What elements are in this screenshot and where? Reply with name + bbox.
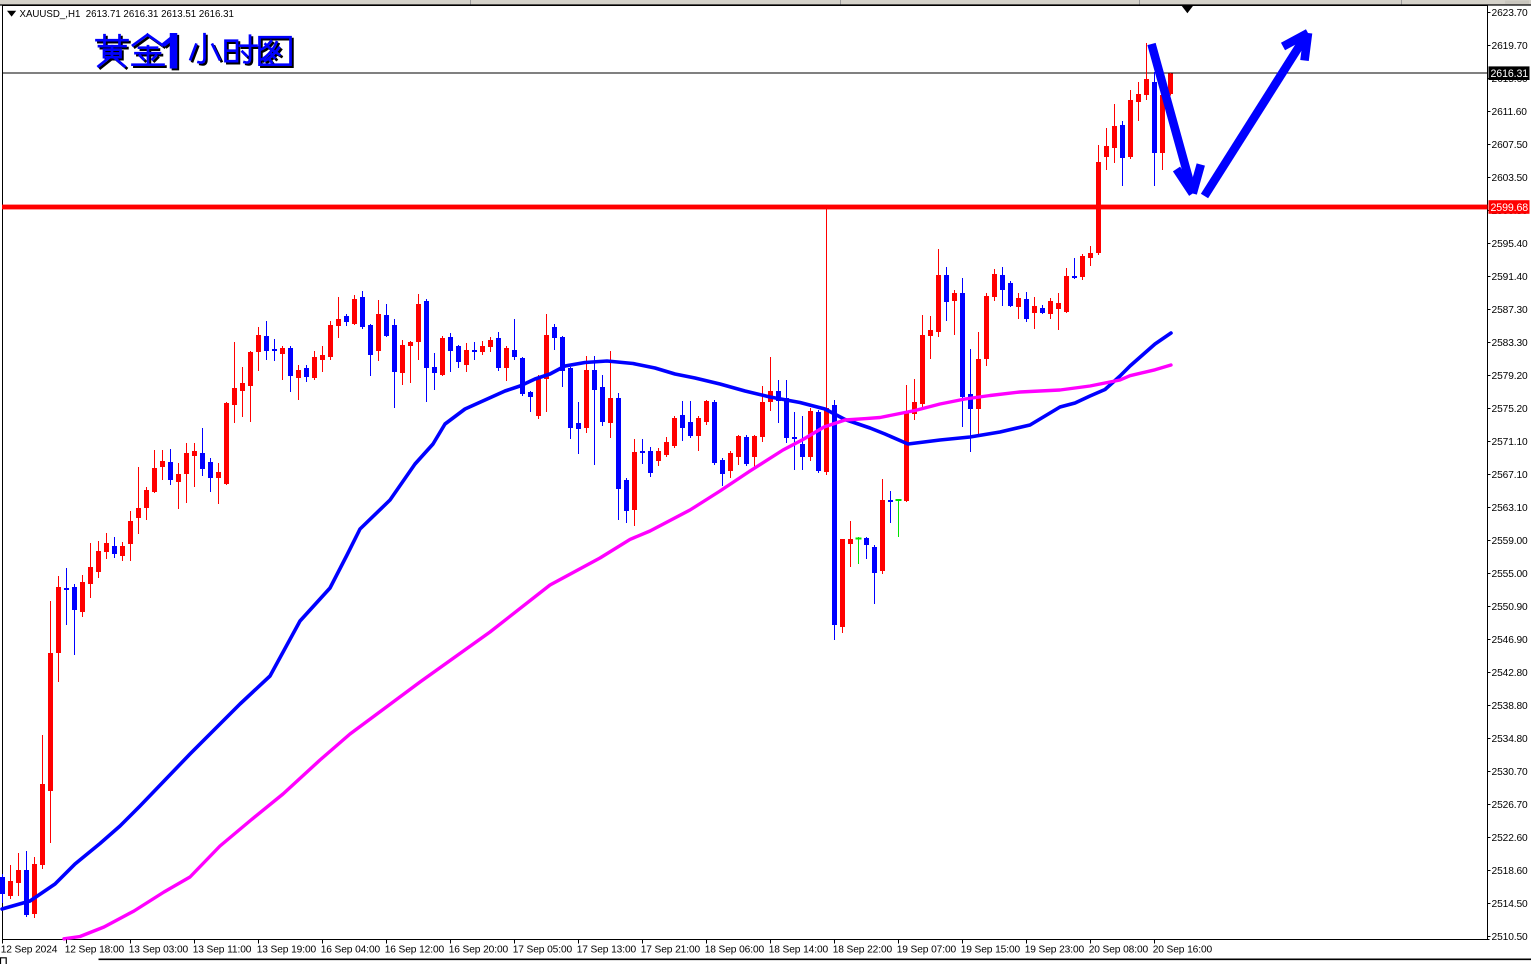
svg-text:2571.10: 2571.10: [1492, 437, 1529, 448]
svg-text:13 Sep 19:00: 13 Sep 19:00: [257, 945, 317, 956]
svg-text:2623.70: 2623.70: [1492, 8, 1529, 19]
svg-text:17 Sep 05:00: 17 Sep 05:00: [513, 945, 573, 956]
svg-text:20 Sep 16:00: 20 Sep 16:00: [1153, 945, 1213, 956]
svg-text:2510.50: 2510.50: [1492, 932, 1529, 943]
svg-text:2518.60: 2518.60: [1492, 866, 1529, 877]
svg-text:19 Sep 23:00: 19 Sep 23:00: [1025, 945, 1085, 956]
svg-text:2619.70: 2619.70: [1492, 41, 1529, 52]
svg-text:2559.00: 2559.00: [1492, 536, 1529, 547]
svg-text:2579.20: 2579.20: [1492, 371, 1529, 382]
svg-text:2611.60: 2611.60: [1492, 107, 1528, 118]
svg-text:2616.31: 2616.31: [1491, 68, 1529, 80]
svg-text:2546.90: 2546.90: [1492, 635, 1529, 646]
svg-text:2591.40: 2591.40: [1492, 272, 1529, 283]
svg-text:19 Sep 15:00: 19 Sep 15:00: [961, 945, 1021, 956]
svg-text:2555.00: 2555.00: [1492, 569, 1529, 580]
svg-text:13 Sep 03:00: 13 Sep 03:00: [129, 945, 189, 956]
svg-text:16 Sep 12:00: 16 Sep 12:00: [385, 945, 445, 956]
svg-text:12 Sep 18:00: 12 Sep 18:00: [65, 945, 125, 956]
svg-text:2583.30: 2583.30: [1492, 338, 1529, 349]
svg-text:2550.90: 2550.90: [1492, 602, 1529, 613]
svg-text:2530.70: 2530.70: [1492, 767, 1529, 778]
svg-text:2522.60: 2522.60: [1492, 833, 1529, 844]
svg-text:16 Sep 20:00: 16 Sep 20:00: [449, 945, 509, 956]
svg-text:17 Sep 21:00: 17 Sep 21:00: [641, 945, 701, 956]
svg-text:16 Sep 04:00: 16 Sep 04:00: [321, 945, 381, 956]
svg-text:2542.80: 2542.80: [1492, 668, 1529, 679]
svg-text:2587.30: 2587.30: [1492, 305, 1529, 316]
svg-text:13 Sep 11:00: 13 Sep 11:00: [193, 945, 252, 956]
svg-text:17 Sep 13:00: 17 Sep 13:00: [577, 945, 637, 956]
svg-text:2538.80: 2538.80: [1492, 701, 1529, 712]
svg-text:18 Sep 06:00: 18 Sep 06:00: [705, 945, 765, 956]
svg-text:2575.20: 2575.20: [1492, 404, 1529, 415]
svg-text:2603.50: 2603.50: [1492, 173, 1529, 184]
svg-text:19 Sep 07:00: 19 Sep 07:00: [897, 945, 957, 956]
svg-text:2563.10: 2563.10: [1492, 503, 1529, 514]
svg-text:XAUUSD_,H1 2613.71 2616.31 26: XAUUSD_,H1 2613.71 2616.31 2613.51 2616.…: [20, 9, 234, 20]
svg-text:18 Sep 14:00: 18 Sep 14:00: [769, 945, 829, 956]
svg-text:2595.40: 2595.40: [1492, 239, 1529, 250]
svg-text:2526.70: 2526.70: [1492, 800, 1529, 811]
svg-text:2514.50: 2514.50: [1492, 899, 1529, 910]
svg-text:12 Sep 2024: 12 Sep 2024: [1, 945, 58, 956]
svg-text:2567.10: 2567.10: [1492, 470, 1529, 481]
svg-text:2607.50: 2607.50: [1492, 140, 1529, 151]
svg-text:2599.68: 2599.68: [1491, 202, 1529, 214]
svg-text:20 Sep 08:00: 20 Sep 08:00: [1089, 945, 1149, 956]
svg-text:18 Sep 22:00: 18 Sep 22:00: [833, 945, 893, 956]
svg-text:2534.80: 2534.80: [1492, 734, 1529, 745]
